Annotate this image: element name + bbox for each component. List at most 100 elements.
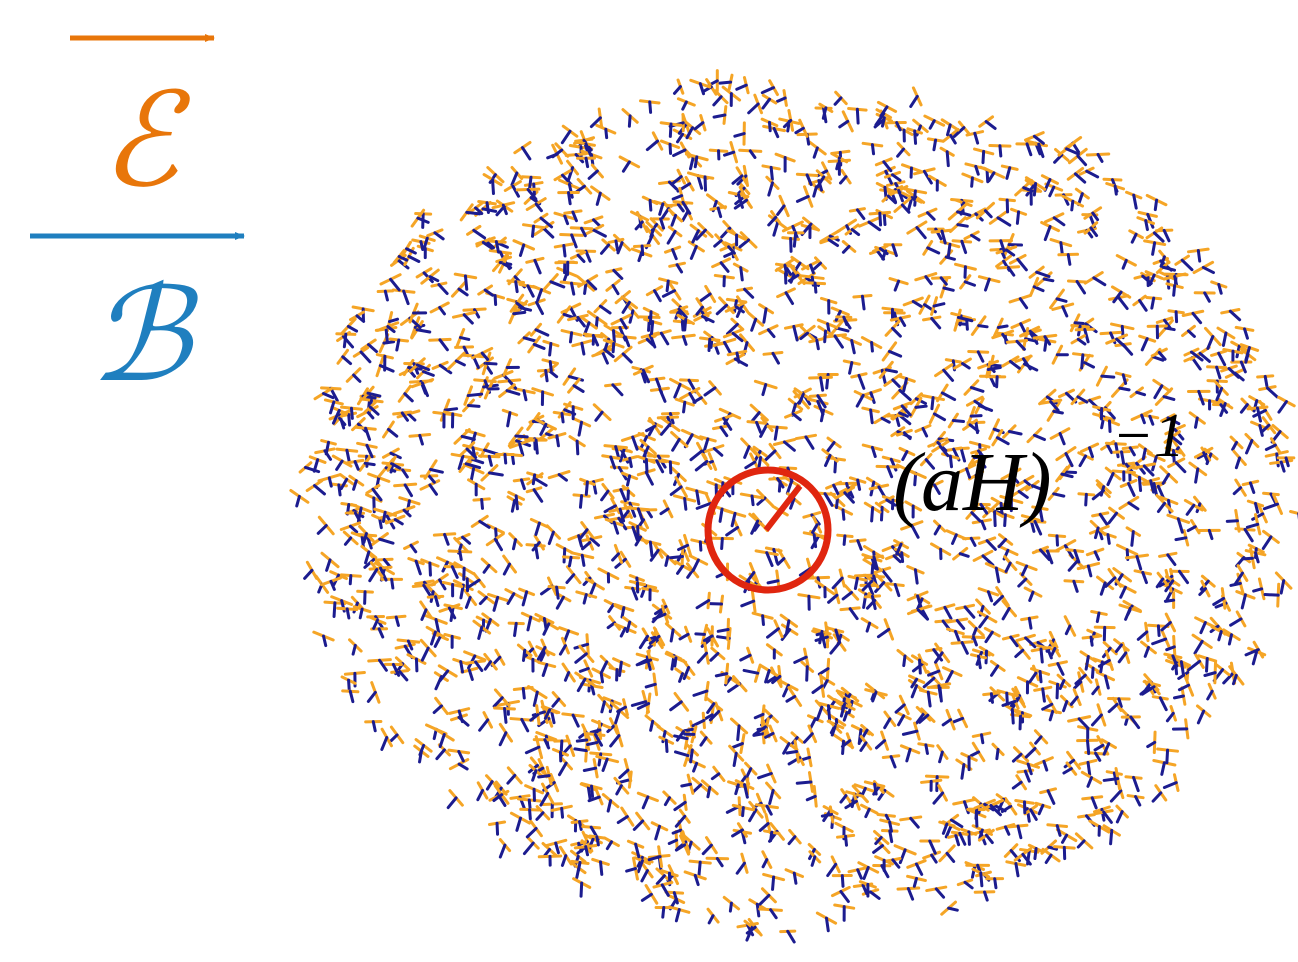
field-vector	[1078, 156, 1086, 165]
field-vector	[884, 214, 885, 224]
field-vector	[948, 244, 950, 257]
field-vector	[1117, 812, 1122, 822]
field-vector	[939, 686, 941, 698]
field-vector	[1102, 376, 1114, 377]
field-vector	[487, 782, 492, 789]
field-vector	[386, 329, 387, 343]
field-vector	[1137, 392, 1145, 394]
field-vector	[871, 410, 873, 423]
field-vector	[1281, 462, 1284, 471]
field-vector	[768, 330, 774, 337]
field-vector	[727, 527, 738, 535]
field-vector	[693, 560, 698, 571]
field-vector	[796, 128, 804, 132]
field-vector	[1020, 299, 1026, 308]
field-vector	[773, 877, 774, 889]
field-vector	[535, 479, 546, 486]
field-vector	[745, 447, 749, 458]
field-vector	[1131, 717, 1139, 728]
field-vector	[760, 895, 769, 904]
e-symbol: ℰ	[101, 64, 191, 216]
field-vector	[1255, 503, 1257, 512]
field-vector	[556, 843, 559, 853]
field-vector	[1116, 645, 1121, 651]
field-vector	[662, 885, 668, 895]
field-vector	[1195, 641, 1202, 653]
field-vector	[668, 231, 675, 243]
field-vector	[550, 344, 551, 356]
field-vector	[395, 520, 402, 524]
field-vector	[1034, 184, 1035, 195]
field-vector	[714, 449, 722, 456]
field-vector	[1094, 278, 1105, 285]
field-vector	[630, 458, 632, 466]
field-vector	[532, 226, 533, 236]
field-vector	[621, 628, 625, 636]
field-vector	[691, 750, 693, 762]
field-vector	[784, 442, 794, 450]
field-vector	[834, 485, 839, 494]
field-vector	[1097, 613, 1099, 622]
field-vector	[777, 98, 785, 101]
field-vector	[646, 472, 652, 484]
field-vector	[380, 539, 393, 543]
field-vector	[947, 853, 954, 861]
field-vector	[1164, 783, 1176, 788]
field-vector	[985, 279, 989, 290]
field-vector	[1223, 333, 1226, 345]
field-vector	[674, 150, 685, 156]
field-vector	[850, 609, 857, 619]
field-vector	[1179, 571, 1187, 582]
field-vector	[661, 509, 668, 514]
field-vector	[1153, 639, 1166, 644]
field-vector	[1054, 218, 1064, 225]
field-vector	[737, 863, 744, 873]
field-vector	[787, 481, 791, 493]
field-vector	[557, 587, 559, 598]
field-vector	[440, 307, 445, 313]
field-vector	[1264, 504, 1277, 509]
field-vector	[1188, 331, 1194, 336]
field-vector	[1016, 650, 1023, 656]
field-vector	[469, 405, 480, 406]
field-vector	[807, 667, 808, 680]
field-vector	[843, 246, 849, 252]
field-vector	[769, 122, 770, 130]
field-vector	[971, 752, 978, 756]
field-vector	[682, 784, 691, 786]
field-vector	[1146, 221, 1148, 230]
field-vector	[843, 510, 844, 519]
field-vector	[484, 565, 489, 572]
field-vector	[1093, 687, 1098, 694]
field-vector	[651, 721, 653, 730]
field-vector	[482, 353, 487, 359]
field-vector	[703, 845, 711, 854]
field-vector	[923, 428, 927, 436]
field-vector	[1181, 662, 1183, 676]
field-vector	[858, 541, 861, 550]
field-vector	[1241, 405, 1247, 413]
field-vector	[392, 579, 393, 588]
field-vector	[829, 595, 837, 602]
field-vector	[671, 557, 683, 558]
field-vector	[1182, 260, 1192, 269]
field-vector	[1163, 267, 1174, 270]
field-vector	[872, 145, 873, 154]
field-vector	[683, 211, 688, 220]
field-vector	[903, 731, 917, 734]
field-vector	[947, 672, 953, 683]
field-vector	[1092, 715, 1101, 725]
field-vector	[602, 702, 605, 712]
field-vector	[1196, 418, 1198, 427]
field-vector	[1086, 494, 1087, 505]
field-vector	[382, 737, 387, 749]
field-vector	[863, 885, 867, 893]
field-vector	[773, 353, 779, 363]
field-vector	[1061, 243, 1062, 254]
field-vector	[1198, 711, 1203, 723]
field-vector	[900, 390, 910, 399]
field-vector	[1069, 561, 1077, 570]
field-vector	[1265, 376, 1267, 386]
field-vector	[1046, 855, 1051, 862]
field-vector	[514, 312, 525, 313]
